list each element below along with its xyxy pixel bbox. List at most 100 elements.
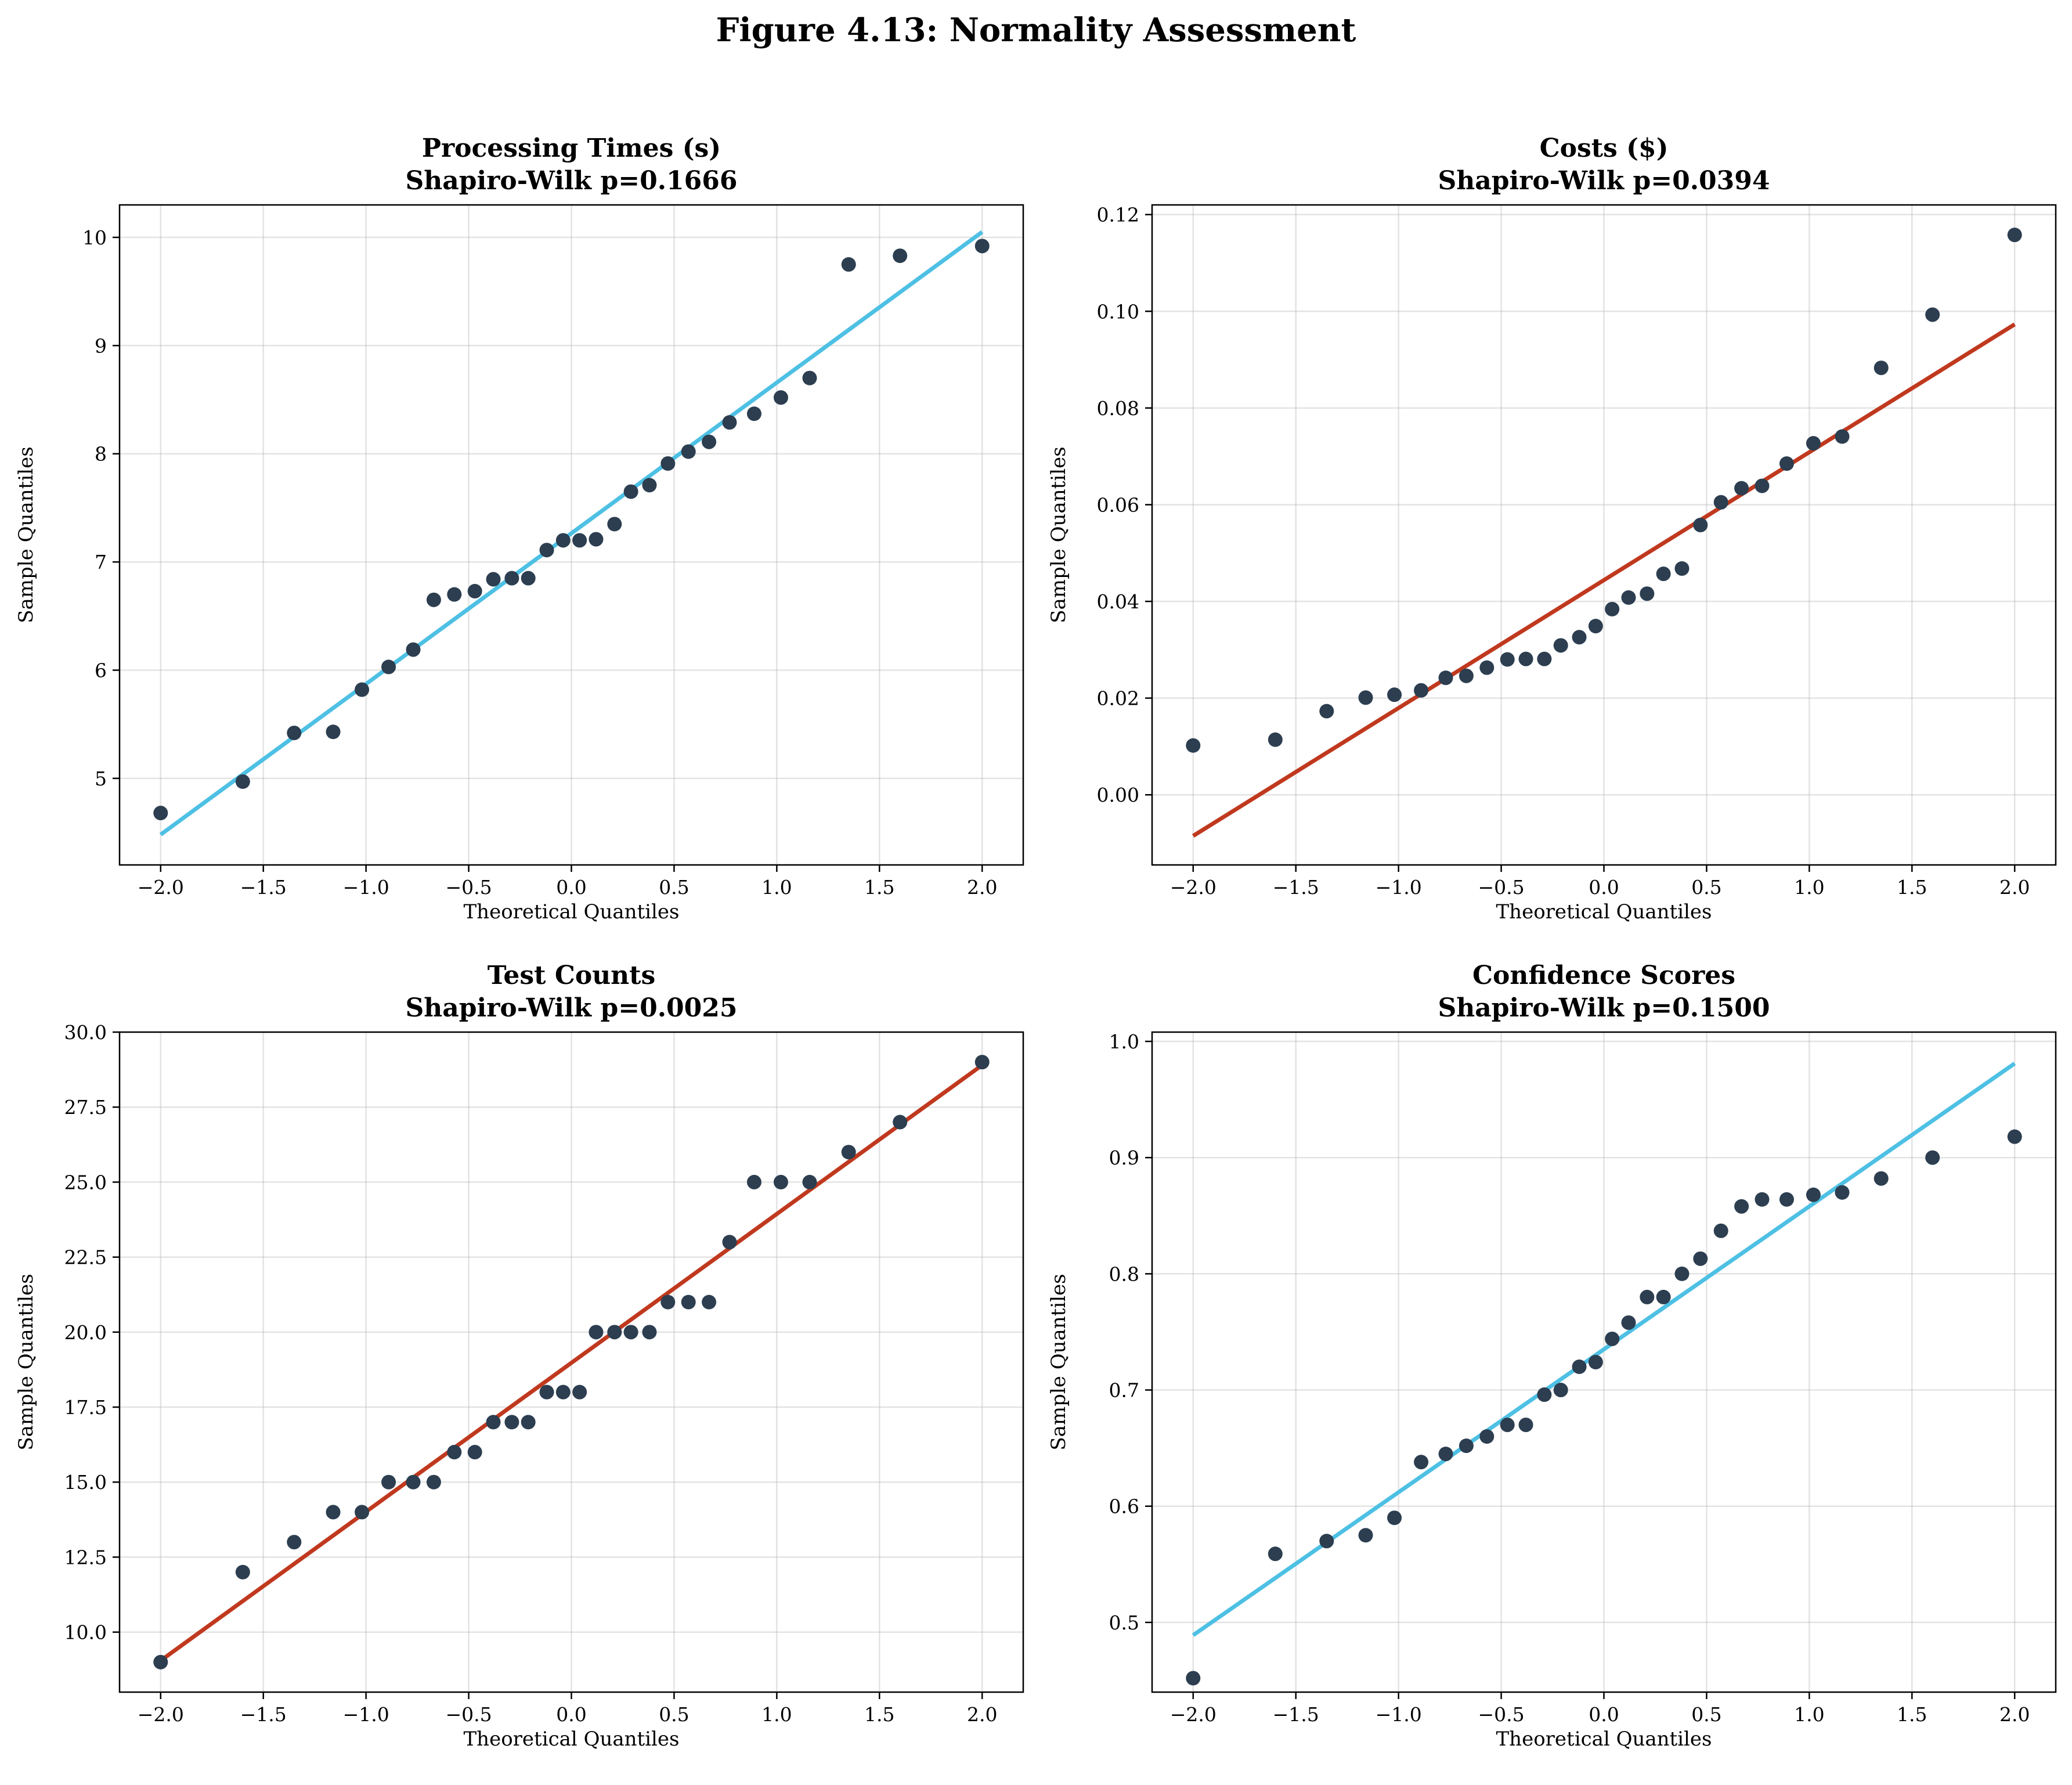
data-point <box>1518 1418 1533 1433</box>
data-point <box>1268 1546 1283 1562</box>
y-tick-label: 10 <box>82 226 107 249</box>
data-point <box>642 478 657 493</box>
data-point <box>1713 495 1728 510</box>
y-tick-label: 1.0 <box>1109 1030 1139 1053</box>
data-point <box>1537 651 1552 666</box>
data-point <box>1656 1289 1671 1304</box>
y-tick-label: 27.5 <box>64 1096 107 1119</box>
reference-fit-line <box>159 1063 984 1663</box>
data-point <box>406 1474 421 1490</box>
data-point <box>1806 1187 1821 1202</box>
y-tick-label: 0.5 <box>1109 1611 1139 1634</box>
y-tick-label: 0.9 <box>1109 1146 1139 1169</box>
data-point <box>681 444 696 459</box>
x-tick-label: 0.0 <box>556 1703 586 1726</box>
panel-title: Test Counts <box>488 961 656 990</box>
data-point <box>607 1325 622 1340</box>
x-tick-label: 0.5 <box>1691 876 1721 899</box>
y-tick-label: 8 <box>95 443 107 466</box>
data-point <box>702 434 717 449</box>
data-point <box>467 1445 482 1460</box>
data-point <box>1621 1315 1636 1330</box>
x-tick-label: −2.0 <box>138 876 184 899</box>
data-point <box>974 239 990 254</box>
data-point <box>287 726 302 741</box>
data-point <box>539 543 554 558</box>
x-tick-label: 1.0 <box>1794 1703 1824 1726</box>
data-point <box>1414 683 1429 698</box>
data-point <box>355 1505 370 1520</box>
y-tick-label: 25.0 <box>64 1171 107 1193</box>
qq-plot-panel: −2.0 −1.5 −1.0 −0.5 0.0 0.5 1.0 1.5 2.0 5 6 7 8 9 10 Th… <box>15 134 1024 924</box>
data-point <box>681 1294 696 1310</box>
data-point <box>746 1174 761 1189</box>
data-point <box>381 1474 396 1490</box>
qq-plot-panel: −2.0 −1.5 −1.0 −0.5 0.0 0.5 1.0 1.5 2.0 10.0 12.5 1… <box>15 961 1024 1751</box>
data-point <box>1835 429 1850 444</box>
y-tick-label: 0.06 <box>1097 493 1139 516</box>
x-tick-label: 1.5 <box>864 876 894 899</box>
panel-title: Confidence Scores <box>1472 961 1735 990</box>
y-tick-label: 0.02 <box>1097 687 1139 710</box>
y-tick-label: 0.00 <box>1097 784 1139 806</box>
x-tick-label: 0.0 <box>1589 1703 1619 1726</box>
data-point <box>1387 687 1402 702</box>
data-point <box>1640 1289 1655 1304</box>
data-point <box>1268 732 1283 747</box>
x-axis-label: Theoretical Quantiles <box>464 900 680 924</box>
data-point <box>1779 456 1794 471</box>
data-point <box>1438 1447 1453 1462</box>
data-point <box>1459 1438 1474 1454</box>
x-tick-label: −1.5 <box>240 1703 287 1726</box>
data-point <box>589 1325 604 1340</box>
data-point <box>447 1445 462 1460</box>
data-point <box>381 659 396 675</box>
data-point <box>1925 307 1940 322</box>
y-tick-label: 7 <box>95 551 107 574</box>
x-tick-label: 1.5 <box>864 1703 894 1726</box>
y-tick-label: 0.04 <box>1097 590 1139 613</box>
data-point <box>702 1294 717 1310</box>
data-point <box>572 533 587 548</box>
panel-title: Processing Times (s) <box>422 134 721 163</box>
x-tick-label: 2.0 <box>1999 1703 2030 1726</box>
data-point <box>572 1384 587 1400</box>
data-point <box>1755 478 1770 493</box>
x-tick-label: −0.5 <box>445 1703 492 1726</box>
data-point <box>841 1145 856 1160</box>
panel-title: Costs ($) <box>1540 134 1669 163</box>
x-tick-label: −2.0 <box>1170 876 1217 899</box>
y-tick-label: 0.12 <box>1097 204 1139 226</box>
x-tick-label: −2.0 <box>138 1703 184 1726</box>
data-point <box>1479 660 1495 675</box>
x-axis-label: Theoretical Quantiles <box>464 1728 680 1751</box>
panel-subtitle: Shapiro-Wilk p=0.0394 <box>1438 166 1770 196</box>
x-tick-label: 0.5 <box>1691 1703 1721 1726</box>
data-point <box>1500 1418 1515 1433</box>
y-tick-label: 0.08 <box>1097 397 1139 420</box>
y-tick-label: 10.0 <box>64 1621 107 1644</box>
y-tick-label: 5 <box>95 767 107 790</box>
y-tick-label: 6 <box>95 659 107 681</box>
data-point <box>1438 670 1453 686</box>
data-point <box>1588 1355 1603 1369</box>
data-point <box>1674 561 1690 576</box>
data-point <box>623 1325 638 1340</box>
x-tick-label: 2.0 <box>967 876 997 899</box>
data-point <box>426 1474 441 1490</box>
data-point <box>1806 436 1821 451</box>
data-point <box>607 517 622 532</box>
data-point <box>841 257 856 272</box>
data-point <box>1734 481 1749 496</box>
x-tick-label: 0.5 <box>659 1703 689 1726</box>
y-axis-label: Sample Quantiles <box>15 1274 38 1450</box>
x-tick-label: −2.0 <box>1170 1703 1217 1726</box>
data-point <box>1713 1223 1728 1238</box>
x-tick-label: −0.5 <box>1478 876 1524 899</box>
data-point <box>1553 1383 1568 1398</box>
x-axis-label: Theoretical Quantiles <box>1496 900 1712 924</box>
x-tick-label: −1.0 <box>343 876 389 899</box>
x-tick-label: 0.0 <box>556 876 586 899</box>
x-tick-label: 1.0 <box>761 876 792 899</box>
data-point <box>326 724 341 740</box>
